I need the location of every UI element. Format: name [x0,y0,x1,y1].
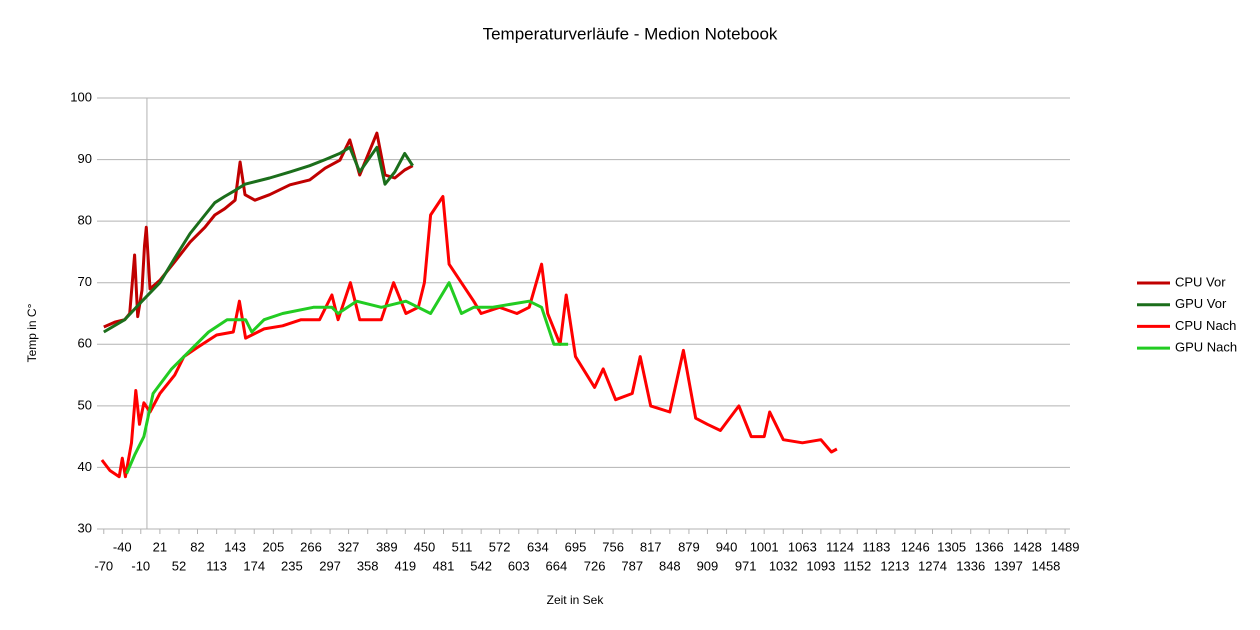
x-tick-label: 1274 [918,558,947,573]
series-line [103,145,414,334]
x-tick-label: 1093 [806,558,835,573]
x-tick-label: 481 [433,558,455,573]
series-line [125,281,569,475]
y-axis-label: Temp in C° [25,303,39,362]
x-tick-label: 1489 [1051,539,1080,554]
x-tick-label: 1152 [843,558,871,573]
x-tick-label: 634 [527,539,549,554]
x-tick-label: 695 [565,539,587,554]
x-tick-label: 235 [281,558,303,573]
x-tick-label: 21 [153,539,167,554]
x-tick-label: 817 [640,539,662,554]
x-tick-label: 1124 [826,539,854,554]
x-tick-label: 1397 [994,558,1023,573]
x-tick-label: 113 [206,558,227,573]
legend-label: CPU Nach [1175,318,1236,333]
x-tick-label: 174 [243,558,265,573]
x-tick-label: 664 [546,558,568,573]
x-tick-label: 726 [584,558,606,573]
x-tick-label: 143 [224,539,246,554]
x-tick-label: 1001 [750,539,779,554]
x-tick-label: 52 [172,558,186,573]
x-tick-label: 1366 [975,539,1004,554]
x-tick-label: 971 [735,558,757,573]
x-tick-label: 82 [190,539,204,554]
x-tick-label: 909 [697,558,719,573]
legend-label: GPU Nach [1175,340,1237,355]
x-tick-label: 389 [376,539,398,554]
x-tick-label: 1032 [769,558,798,573]
x-tick-label: 1336 [956,558,985,573]
x-tick-label: 1246 [901,539,930,554]
x-axis-label: Zeit in Sek [547,593,605,607]
y-tick-label: 90 [78,151,92,166]
x-tick-label: 327 [338,539,360,554]
x-tick-label: 787 [621,558,643,573]
x-tick-label: 266 [300,539,322,554]
y-tick-label: 30 [78,520,92,535]
x-tick-label: 297 [319,558,341,573]
y-tick-label: 70 [78,274,92,289]
x-tick-label: 511 [452,539,473,554]
x-tick-label: 572 [489,539,511,554]
series-line [100,195,838,479]
x-tick-label: 450 [414,539,436,554]
y-tick-label: 60 [78,336,92,351]
x-tick-label: 1213 [880,558,909,573]
x-tick-label: -40 [113,539,132,554]
y-tick-label: 40 [78,459,92,474]
x-tick-label: 603 [508,558,530,573]
x-tick-label: 940 [716,539,738,554]
x-tick-label: -10 [131,558,150,573]
x-tick-label: 358 [357,558,379,573]
x-tick-label: 1428 [1013,539,1042,554]
y-tick-label: 50 [78,397,92,412]
y-tick-label: 80 [78,213,92,228]
x-tick-label: 542 [470,558,492,573]
x-tick-label: 879 [678,539,700,554]
x-tick-label: 848 [659,558,681,573]
chart-title: Temperaturverläufe - Medion Notebook [483,24,778,43]
x-tick-label: 1458 [1031,558,1060,573]
x-tick-label: -70 [94,558,113,573]
x-tick-label: 1063 [788,539,817,554]
y-tick-label: 100 [70,89,92,104]
legend-label: CPU Vor [1175,274,1226,289]
x-tick-label: 205 [262,539,284,554]
x-tick-label: 1305 [937,539,966,554]
x-tick-label: 1183 [862,539,890,554]
x-tick-label: 756 [602,539,624,554]
x-tick-label: 419 [394,558,416,573]
legend-label: GPU Vor [1175,296,1227,311]
